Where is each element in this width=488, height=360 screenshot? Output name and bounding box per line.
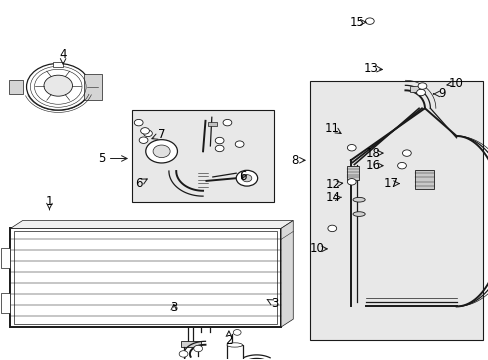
Text: 10: 10 [308,242,324,255]
Bar [84,74,102,100]
Bar [409,86,420,92]
Text: 9: 9 [437,87,445,100]
Ellipse shape [352,197,365,202]
Bar [226,345,242,360]
Circle shape [215,137,224,144]
Circle shape [327,225,336,231]
Text: 18: 18 [365,147,380,159]
Ellipse shape [226,343,242,347]
Circle shape [346,144,355,151]
Bar [414,170,433,189]
Text: 8: 8 [290,154,298,167]
Bar [10,228,281,327]
Circle shape [143,130,152,136]
Text: 3: 3 [270,297,278,310]
Circle shape [242,175,251,182]
Bar [0,248,10,268]
Circle shape [139,137,148,143]
Bar [181,341,200,347]
Circle shape [134,120,143,126]
Circle shape [233,329,241,335]
Circle shape [416,89,425,96]
Circle shape [236,170,257,186]
Circle shape [223,120,231,126]
Text: 5: 5 [98,152,105,165]
Bar [207,122,216,126]
Bar [310,81,483,339]
Text: 6: 6 [135,177,142,190]
Circle shape [215,145,224,152]
Bar [0,293,10,313]
Polygon shape [10,221,293,228]
Text: 4: 4 [59,48,67,61]
Bar [132,110,273,202]
Text: 6: 6 [239,170,246,183]
Text: 15: 15 [348,16,364,29]
Circle shape [417,83,426,89]
Text: 17: 17 [383,177,397,190]
Bar [9,80,23,94]
Text: 13: 13 [363,62,378,75]
Circle shape [141,128,149,134]
Circle shape [397,162,406,169]
Polygon shape [281,221,293,327]
Circle shape [153,145,170,158]
Circle shape [44,75,72,96]
Text: 2: 2 [224,334,232,347]
Text: 16: 16 [365,159,380,172]
Circle shape [145,140,177,163]
Circle shape [402,150,410,156]
Text: 14: 14 [325,192,340,204]
Bar [53,62,63,67]
Circle shape [179,351,187,357]
Circle shape [346,179,355,185]
Text: 10: 10 [447,77,462,90]
Bar [346,166,358,180]
Circle shape [235,141,244,147]
Circle shape [26,63,90,110]
Circle shape [365,18,373,24]
Ellipse shape [352,212,365,216]
Text: 11: 11 [324,122,339,135]
Text: 1: 1 [45,195,53,208]
Bar [14,231,277,324]
Text: 12: 12 [325,178,340,191]
Text: 3: 3 [170,301,177,314]
Circle shape [193,345,202,352]
Text: 7: 7 [158,128,165,141]
